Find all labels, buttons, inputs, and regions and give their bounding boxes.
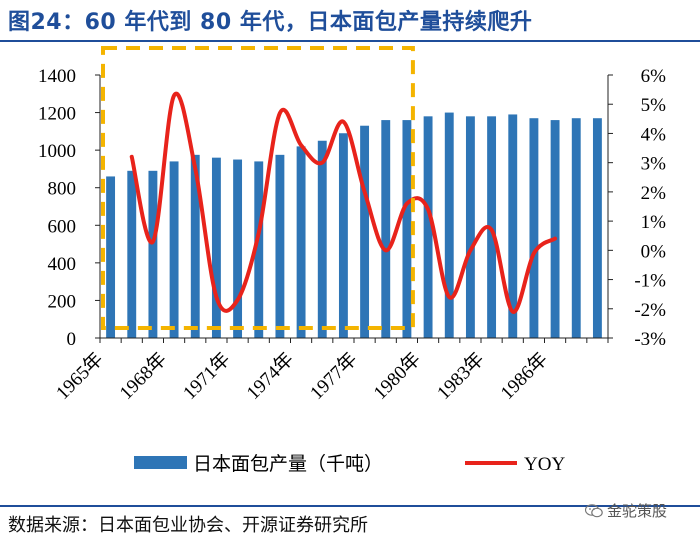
x-tick-label: 1977年 xyxy=(306,348,362,404)
x-tick-label: 1980年 xyxy=(369,348,425,404)
bar xyxy=(402,120,412,338)
bar xyxy=(148,170,158,338)
y-right-tick-label: 2% xyxy=(641,183,667,204)
bar xyxy=(508,114,518,338)
bar xyxy=(127,170,137,338)
source-divider xyxy=(0,505,700,507)
y-left-tick-label: 200 xyxy=(48,291,77,312)
bar xyxy=(106,176,116,338)
y-left-tick-label: 600 xyxy=(48,216,77,237)
y-right-tick-label: 1% xyxy=(641,212,667,233)
x-tick-label: 1971年 xyxy=(179,348,235,404)
bar xyxy=(169,161,179,338)
bar xyxy=(190,154,200,338)
bar xyxy=(211,157,221,338)
bar xyxy=(233,159,243,338)
y-left-tick-label: 400 xyxy=(48,254,77,275)
highlight-box xyxy=(101,46,415,330)
y-left-tick-label: 1200 xyxy=(38,104,76,125)
y-right-tick-label: 5% xyxy=(641,95,667,116)
source-note: 数据来源：日本面包业协会、开源证券研究所 xyxy=(8,515,368,536)
bar xyxy=(254,161,264,338)
y-left-tick-label: 1000 xyxy=(38,141,76,162)
yoy-line xyxy=(129,91,558,314)
x-tick-label: 1983年 xyxy=(433,348,489,404)
bar xyxy=(360,125,370,338)
figure-title: 图24：60 年代到 80 年代，日本面包产量持续爬升 xyxy=(8,10,533,35)
bar xyxy=(592,118,602,339)
bar xyxy=(444,112,454,338)
chart: 0 200 400 600 800 1000 1200 1400 -3% -2% -1% 0% 1% 2%… xyxy=(38,46,667,475)
y-right-tick-label: -2% xyxy=(634,300,666,321)
y-right-tick-label: 3% xyxy=(641,154,667,175)
legend-label-line: YOY xyxy=(524,454,565,475)
y-left-tick-label: 0 xyxy=(67,329,77,350)
y-right-tick-label: -3% xyxy=(634,329,666,350)
x-tick-label: 1965年 xyxy=(52,348,108,404)
bar xyxy=(317,140,327,338)
bar xyxy=(550,120,560,338)
y-left-tick-label: 800 xyxy=(48,179,77,200)
y-right-tick-label: -1% xyxy=(634,271,666,292)
bar xyxy=(465,116,475,338)
watermark: 金驼策股 xyxy=(584,500,668,521)
legend-swatch-bar xyxy=(134,456,187,469)
bar xyxy=(529,118,539,339)
x-tick-label: 1968年 xyxy=(115,348,171,404)
legend-label-bar: 日本面包产量（千吨） xyxy=(193,453,383,475)
bar xyxy=(275,154,285,338)
bar xyxy=(381,120,391,338)
bar xyxy=(296,146,306,338)
y-right-tick-label: 6% xyxy=(641,66,667,87)
y-left-tick-label: 1400 xyxy=(38,66,76,87)
y-right-tick-label: 0% xyxy=(641,241,667,262)
title-divider xyxy=(0,40,700,42)
bar xyxy=(571,118,581,339)
x-tick-label: 1986年 xyxy=(496,348,552,404)
y-right-tick-label: 4% xyxy=(641,124,667,145)
watermark-text: 金驼策股 xyxy=(607,502,668,520)
bar xyxy=(338,133,348,338)
bar xyxy=(423,116,433,338)
x-tick-label: 1974年 xyxy=(242,348,298,404)
wechat-icon xyxy=(584,503,603,518)
